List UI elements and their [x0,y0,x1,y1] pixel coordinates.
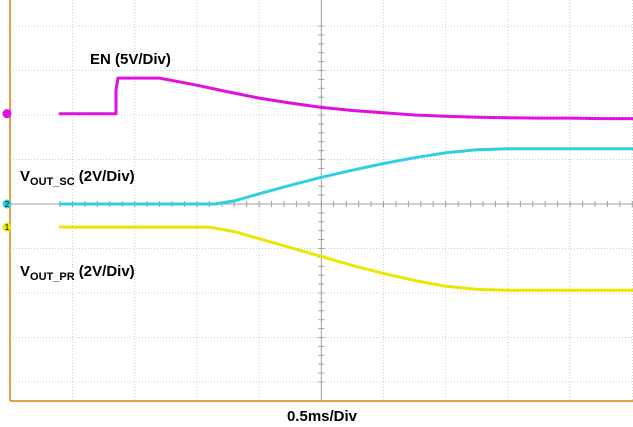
graticule [9,0,633,402]
series-label-scale: (2V/Div) [75,263,135,280]
series-line-v-out-pr [58,225,633,292]
series-label-main: EN [90,51,111,68]
channel-marker-number: 2 [5,200,10,209]
traces [58,76,633,292]
series-label-scale: (2V/Div) [75,168,135,185]
channel-marker [2,109,12,119]
series-label-main: V [20,168,30,185]
x-axis-label: 0.5ms/Div [287,408,358,425]
channel-markers: 21 [2,109,12,232]
channel-marker [2,222,12,232]
channel-marker-number: 1 [5,223,10,232]
series-label: VOUT_SC (2V/Div) [20,168,135,188]
series-label-subscript: OUT_PR [30,271,75,283]
series-label: EN (5V/Div) [90,51,171,68]
series-line-v-out-sc [58,147,633,206]
channel-marker [2,199,12,209]
series-label-subscript: OUT_SC [30,176,75,188]
series-label: VOUT_PR (2V/Div) [20,263,135,283]
trace-labels: EN (5V/Div)VOUT_SC (2V/Div)VOUT_PR (2V/D… [20,51,171,283]
series-label-scale: (5V/Div) [111,51,171,68]
series-line-en [58,76,633,121]
series-label-main: V [20,263,30,280]
